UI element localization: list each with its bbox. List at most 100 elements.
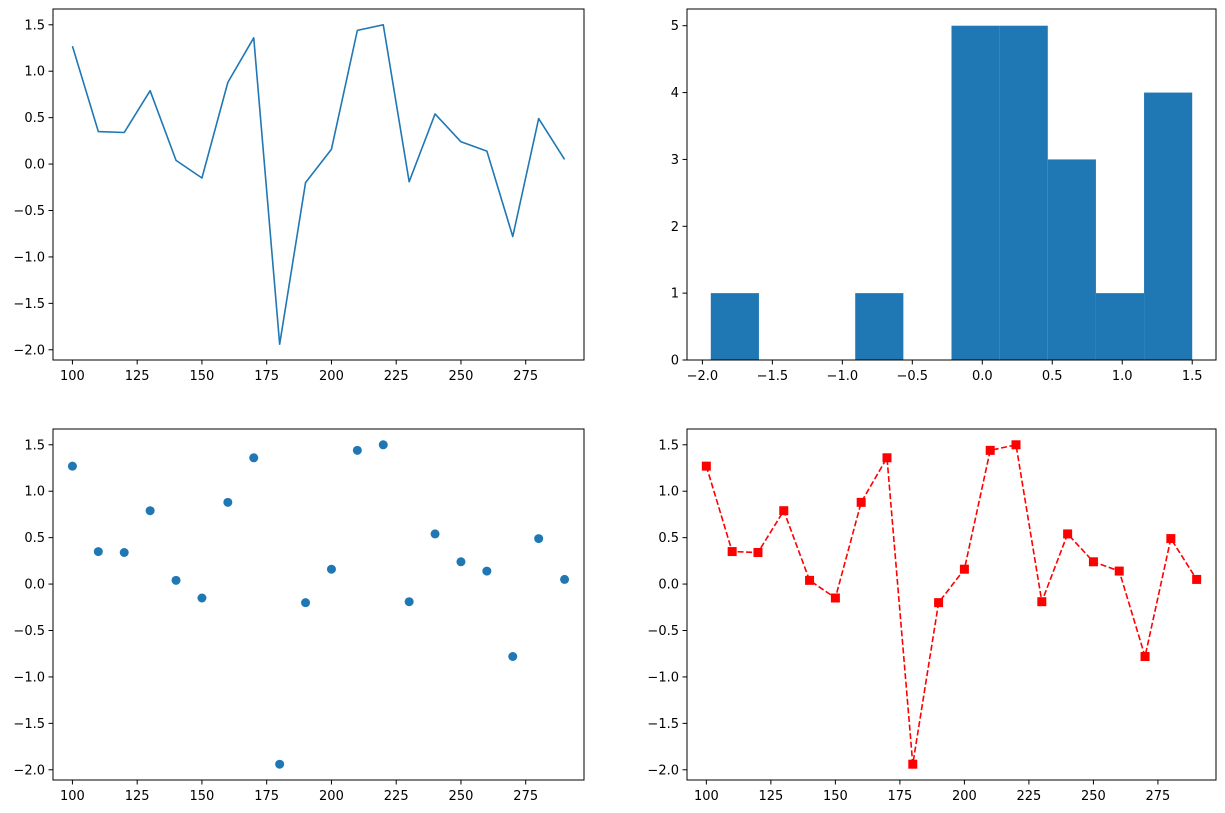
y-tick-label: 1.5 [658,438,679,453]
scatter-point-18 [534,534,544,544]
axes-frame [686,428,1217,781]
x-tick-label: 0.5 [1042,369,1063,384]
scatter-point-2 [119,548,129,557]
square-marker-4 [805,575,815,585]
scatter-point-15 [456,557,466,567]
square-marker-1 [727,547,737,557]
square-marker-19 [1192,574,1202,584]
x-tick-label: 225 [1017,789,1042,804]
square-marker-11 [985,445,995,455]
x-tick-label: −2.0 [687,369,719,384]
y-tick-label: −2.0 [647,763,679,778]
square-marker-15 [1088,557,1098,567]
x-tick-label: 175 [254,789,279,804]
scatter-point-0 [67,461,77,471]
square-marker-5 [830,593,840,603]
scatter-point-19 [560,574,570,584]
y-tick-label: −1.5 [13,717,45,732]
scatter-point-7 [249,453,259,463]
y-tick-label: −1.0 [13,670,45,685]
x-tick-label: −0.5 [897,369,929,384]
y-tick-label: 0.0 [24,158,45,173]
square-marker-16 [1114,566,1124,576]
axes-frame [686,8,1217,361]
scatter-point-17 [508,652,518,661]
scatter-point-9 [301,598,311,608]
scatter-point-12 [378,440,388,450]
x-tick-label: 1.0 [1112,369,1133,384]
x-tick-label: 275 [513,789,538,804]
y-tick-label: −2.0 [13,343,45,358]
scatter-point-8 [275,759,285,769]
square-marker-13 [1037,597,1047,607]
x-tick-label: 250 [449,789,474,804]
x-tick-label: 175 [887,789,912,804]
x-tick-label: −1.0 [827,369,859,384]
histogram-bar-7 [1047,159,1096,360]
histogram-bar-3 [855,293,904,360]
x-tick-label: 275 [1146,789,1171,804]
scatter-point-4 [171,575,181,585]
x-tick-label: 1.5 [1182,369,1203,384]
y-tick-label: 0 [671,354,679,369]
x-tick-label: 175 [254,369,279,384]
y-tick-label: −2.0 [13,763,45,778]
x-tick-label: 250 [1081,789,1106,804]
x-tick-label: 225 [384,789,409,804]
y-tick-label: 0.5 [24,111,45,126]
y-tick-label: −1.0 [13,250,45,265]
x-tick-label: 200 [319,369,344,384]
square-marker-12 [1011,440,1021,450]
y-tick-label: 5 [671,19,679,34]
y-tick-label: 3 [671,153,679,168]
square-marker-8 [908,759,918,769]
subplot-bottom-right: 100 125 150 175 200 225 250 275 −2.0 −1.5 −1.0 −0.5… [647,428,1217,804]
scatter-point-14 [430,529,440,539]
square-marker-2 [753,548,763,557]
y-tick-label: −1.0 [647,670,679,685]
subplot-bottom-left: 100 125 150 175 200 225 250 275 −2.0 −1.5 −1.0 −0.5… [13,428,585,804]
square-marker-7 [882,453,892,463]
y-tick-label: 0.5 [658,531,679,546]
x-tick-label: 125 [758,789,783,804]
histogram-bar-6 [999,25,1048,361]
subplot-top-right: −2.0 −1.5 −1.0 −0.5 0.0 0.5 1.0 1.5 0 1 2 3 4 5 [671,8,1217,384]
x-tick-label: 150 [190,369,215,384]
square-marker-0 [701,461,711,471]
histogram-bar-5 [951,25,1000,361]
x-tick-label: 225 [384,369,409,384]
y-tick-label: 0.0 [24,578,45,593]
x-tick-label: 100 [60,789,85,804]
y-tick-label: 0.5 [24,531,45,546]
series-line [71,23,566,346]
square-marker-10 [959,564,969,574]
y-tick-label: −1.5 [13,297,45,312]
square-marker-6 [856,497,866,507]
square-marker-9 [934,598,944,608]
square-marker-18 [1166,534,1176,544]
axes-frame [52,8,585,361]
subplot-top-left: 100 125 150 175 200 225 250 275 −2.0 −1.5 −1.0 −0.5… [13,8,585,384]
scatter-point-13 [404,597,414,607]
x-tick-label: 200 [952,789,977,804]
scatter-point-3 [145,506,155,516]
series-line [705,443,1198,766]
y-tick-label: 1.5 [24,18,45,33]
x-tick-label: 200 [319,789,344,804]
y-tick-label: 1.0 [24,485,45,500]
y-tick-label: −0.5 [13,624,45,639]
scatter-point-11 [352,445,362,455]
y-tick-label: −1.5 [647,717,679,732]
x-tick-label: 125 [125,369,150,384]
y-tick-label: 1 [671,287,679,302]
x-tick-label: 125 [125,789,150,804]
histogram-bar-0 [710,293,759,360]
y-tick-label: 1.5 [24,438,45,453]
y-tick-label: 2 [671,220,679,235]
x-tick-label: 100 [60,369,85,384]
y-tick-label: 0.0 [658,578,679,593]
axes-frame [52,428,585,781]
scatter-point-16 [482,566,492,576]
x-tick-label: 250 [449,369,474,384]
square-marker-14 [1063,529,1073,539]
